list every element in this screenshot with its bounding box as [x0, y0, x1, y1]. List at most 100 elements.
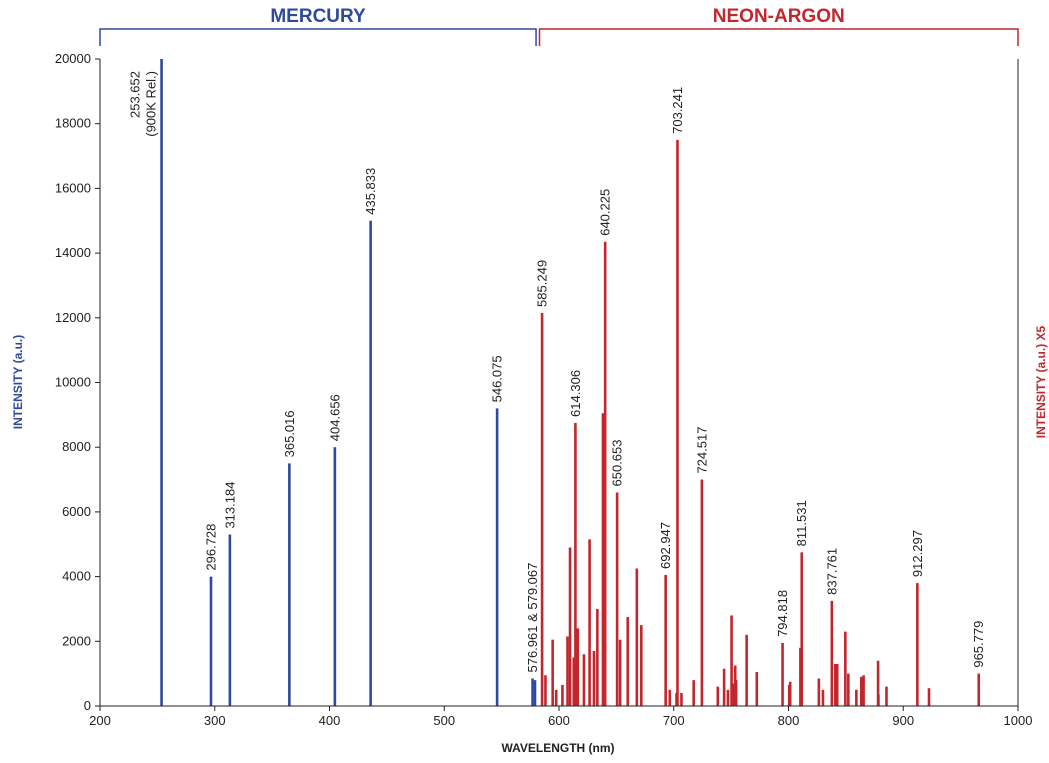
spectral-line-bar [592, 651, 596, 706]
x-tick-label: 900 [892, 713, 914, 728]
spectral-line-bar [576, 628, 580, 706]
x-tick-label: 800 [778, 713, 800, 728]
x-tick-label: 300 [204, 713, 226, 728]
y-tick-label: 20000 [55, 51, 91, 66]
peak-label: 965.779 [971, 621, 986, 668]
spectral-line-bar [288, 463, 291, 706]
spectral-line-bar [668, 689, 672, 706]
spectral-lines [160, 59, 981, 706]
peak-label: 837.761 [824, 548, 839, 595]
y-tick-label: 16000 [55, 180, 91, 195]
spectral-line-bar [333, 447, 337, 706]
spectral-line-bar [817, 678, 821, 706]
y-tick-label: 14000 [55, 245, 91, 260]
spectral-line-bar [664, 574, 667, 706]
peak-label: 614.306 [568, 370, 583, 417]
axis-ticks: 200 300 400 500 600 700 800 900 1000020004000600… [55, 51, 1033, 728]
spectral-line-bar [554, 689, 558, 706]
peak-label: 724.517 [694, 427, 709, 474]
spectral-line-bar [533, 680, 537, 706]
x-tick-label: 600 [548, 713, 570, 728]
x-tick-label: 700 [663, 713, 685, 728]
spectral-line-bar [855, 689, 858, 706]
peak-label: 650.653 [610, 439, 625, 486]
spectral-line-bar [544, 675, 547, 706]
y-axis-right-title: INTENSITY (a.u.) X5 [1034, 325, 1048, 438]
peak-label: 912.297 [910, 530, 925, 577]
spectral-line-bar [551, 639, 554, 706]
y-tick-label: 12000 [55, 310, 91, 325]
axes [99, 59, 1019, 707]
y-tick-label: 8000 [62, 439, 91, 454]
spectral-line-bar [745, 634, 748, 706]
peak-label: 692.947 [658, 522, 673, 569]
peak-label: 703.241 [670, 87, 685, 134]
spectral-line-bar [876, 660, 880, 706]
x-tick-label: 400 [319, 713, 341, 728]
x-tick-label: 200 [89, 713, 111, 728]
region-bracket [538, 28, 1019, 46]
spectral-line-bar [639, 625, 643, 706]
spectral-line-bar [574, 422, 577, 706]
peak-label: 404.656 [327, 394, 342, 441]
spectral-line-bar [568, 547, 572, 706]
peak-label: 640.225 [598, 189, 613, 236]
spectral-line-bar [734, 680, 738, 706]
region-brackets: MERCURY NEON-ARGON [99, 6, 1019, 46]
spectral-line-bar [495, 408, 499, 706]
spectral-line-bar [692, 680, 696, 706]
spectral-line-bar [835, 663, 839, 706]
spectral-line-bar [877, 694, 880, 706]
spectral-line-bar [844, 631, 847, 706]
spectral-line-bar [561, 684, 564, 706]
peak-label: 296.728 [203, 524, 218, 571]
spectral-line-bar [601, 413, 605, 706]
spectral-line-bar [369, 220, 372, 706]
spectral-line-bar [860, 676, 863, 706]
spectral-line-bar [228, 534, 232, 706]
spectral-line-bar [862, 675, 865, 706]
spectral-line-bar [635, 568, 639, 706]
x-tick-label: 1000 [1004, 713, 1033, 728]
peak-label: 585.249 [535, 260, 550, 307]
spectral-line-bar [531, 678, 534, 706]
peak-label-line: 253.652 [128, 71, 143, 118]
y-tick-label: 10000 [55, 375, 91, 390]
spectral-line-bar [160, 59, 163, 706]
peak-label: 365.016 [282, 410, 297, 457]
spectral-line-bar [676, 139, 679, 706]
spectral-line-bar [615, 492, 619, 706]
spectral-line-bar [781, 642, 784, 706]
peak-label: 435.833 [363, 168, 378, 215]
spectral-line-bar [680, 693, 683, 706]
spectral-line-bar [730, 615, 733, 706]
spectral-line-bar [722, 668, 726, 706]
peak-labels: 253.652 (900K Rel.) 296.728 313.184 365.016 4… [128, 71, 987, 673]
y-tick-label: 4000 [62, 569, 91, 584]
spectral-line-bar [540, 312, 544, 706]
spectral-line-bar [726, 689, 730, 706]
spectral-line-bar [603, 241, 607, 706]
spectral-line-bar [582, 654, 586, 706]
spectral-line-bar [830, 600, 834, 706]
x-tick-label: 500 [433, 713, 455, 728]
peak-label: 313.184 [222, 482, 237, 529]
spectral-line-bar [731, 683, 735, 706]
peak-label: 253.652 (900K Rel.) [128, 71, 159, 137]
spectral-line-bar [716, 686, 720, 706]
spectral-line-bar [755, 672, 759, 706]
spectral-line-bar [588, 539, 591, 706]
x-axis-title: WAVELENGTH (nm) [501, 741, 614, 755]
spectral-line-bar [885, 686, 888, 706]
y-tick-label: 6000 [62, 504, 91, 519]
spectral-line-bar [821, 689, 825, 706]
region-title: NEON-ARGON [713, 6, 845, 27]
spectral-line-bar [209, 576, 213, 706]
spectral-line-bar [847, 673, 850, 706]
spectral-line-bar [566, 636, 569, 706]
spectral-line-bar [788, 681, 792, 706]
y-axis-left-title: INTENSITY (a.u.) [11, 335, 25, 429]
peak-label: 794.818 [775, 590, 790, 637]
